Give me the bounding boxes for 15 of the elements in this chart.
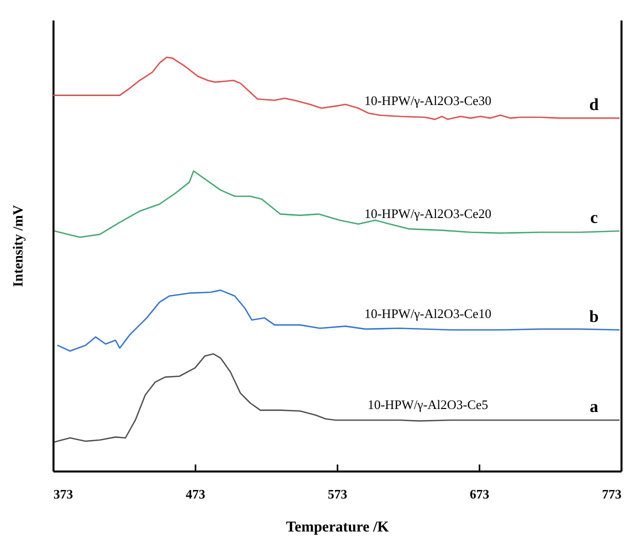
annotation: a xyxy=(590,397,599,416)
annotation: b xyxy=(589,306,599,326)
series-label: 10-HPW/γ-Al2O3-Ce10 xyxy=(364,306,492,321)
x-tick-label: 573 xyxy=(328,486,348,502)
x-axis-title: Temperature /K xyxy=(286,520,390,536)
series-label: 10-HPW/γ-Al2O3-Ce5 xyxy=(368,396,488,412)
annotation: d xyxy=(589,95,600,114)
series-label: 10-HPW/γ-Al2O3-Ce20 xyxy=(364,206,492,222)
x-tick-label: 773 xyxy=(602,486,622,502)
x-tick-label: 373 xyxy=(54,486,74,502)
x-tick-label: 473 xyxy=(186,486,206,502)
x-tick-label: 673 xyxy=(470,486,490,502)
annotation: c xyxy=(590,208,598,228)
y-axis-title: Intensity /mV xyxy=(12,204,26,288)
series-label: 10-HPW/γ-Al2O3-Ce30 xyxy=(364,93,492,108)
